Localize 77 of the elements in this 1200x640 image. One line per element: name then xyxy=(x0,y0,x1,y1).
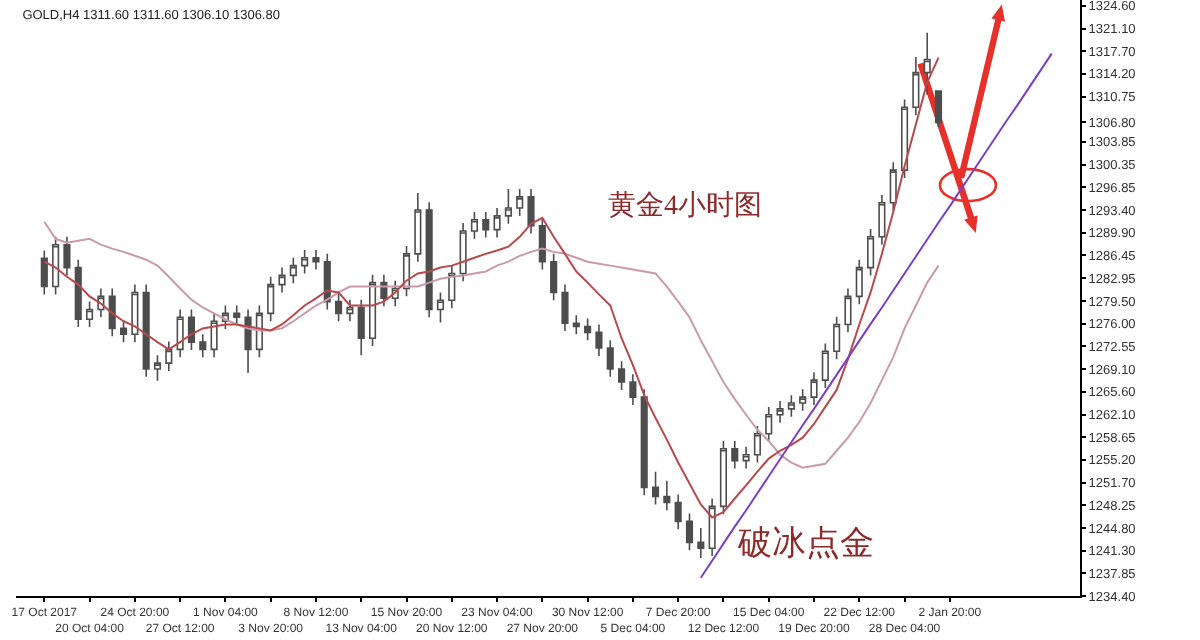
candlestick xyxy=(142,283,150,378)
candlestick xyxy=(538,217,546,271)
candlestick xyxy=(787,394,795,418)
candlestick xyxy=(448,264,456,309)
candlestick xyxy=(572,314,580,336)
candlestick xyxy=(278,266,286,294)
candlestick xyxy=(335,292,343,323)
candlestick xyxy=(640,388,648,497)
candlestick xyxy=(301,249,309,275)
candlestick xyxy=(584,317,592,341)
candlestick xyxy=(380,273,388,307)
candlestick xyxy=(346,298,354,323)
candlestick xyxy=(199,333,207,358)
candlestick xyxy=(629,373,637,406)
candlestick xyxy=(923,31,931,96)
candlestick xyxy=(153,354,162,382)
candlestick xyxy=(753,425,761,464)
candlestick xyxy=(504,188,512,225)
candlestick xyxy=(210,312,218,358)
line-series xyxy=(43,220,940,469)
candlestick xyxy=(176,308,184,358)
candlestick xyxy=(312,249,320,271)
candlestick xyxy=(821,342,829,389)
candlestick xyxy=(697,527,705,559)
candlestick xyxy=(108,287,116,338)
candlestick xyxy=(595,323,603,357)
candlestick xyxy=(663,480,671,512)
candlestick xyxy=(86,300,94,328)
candlestick xyxy=(889,161,897,212)
candlestick xyxy=(561,283,569,332)
candlestick xyxy=(527,188,535,235)
candlestick xyxy=(459,222,467,283)
candlestick xyxy=(833,315,841,360)
candlestick xyxy=(368,273,377,347)
candlestick xyxy=(74,258,82,328)
candlestick xyxy=(719,440,728,516)
line-series xyxy=(43,56,940,519)
candlestick xyxy=(244,308,252,374)
candlestick xyxy=(731,440,739,470)
candlestick xyxy=(685,512,694,551)
candlestick xyxy=(810,371,818,406)
candlestick xyxy=(470,211,478,240)
candlestick xyxy=(674,493,682,531)
candlestick xyxy=(357,298,365,357)
candlestick xyxy=(267,275,275,323)
candlestick xyxy=(606,339,614,378)
annotation: 黄金4小时图 xyxy=(608,190,762,222)
candlestick xyxy=(844,287,852,334)
candlestick xyxy=(651,470,660,506)
candlestick xyxy=(776,400,784,424)
candlestick xyxy=(516,188,524,217)
candlestick xyxy=(436,291,445,324)
candlestick xyxy=(119,319,128,343)
candlestick xyxy=(867,228,875,277)
candlestick xyxy=(900,98,909,179)
candlestick xyxy=(233,304,241,326)
candlestick xyxy=(799,388,807,412)
candlestick xyxy=(40,249,48,296)
candlestick xyxy=(165,340,173,372)
candlestick xyxy=(482,211,490,239)
candlestick xyxy=(742,446,750,470)
candlestick xyxy=(289,256,297,285)
candlestick xyxy=(493,207,501,239)
annotation: 破冰点金 xyxy=(736,524,874,562)
candlestick xyxy=(414,192,422,263)
candlestick xyxy=(550,253,558,302)
candlestick xyxy=(425,201,433,319)
candlestick xyxy=(855,258,863,306)
candlestick xyxy=(765,406,773,443)
candlestick xyxy=(131,283,139,343)
candlestick xyxy=(63,236,71,277)
candlestick xyxy=(912,56,920,116)
candlestick xyxy=(708,497,716,557)
candlestick xyxy=(618,360,626,391)
candlestick xyxy=(878,194,886,246)
candlestick xyxy=(934,90,943,128)
candlestick xyxy=(52,236,60,296)
